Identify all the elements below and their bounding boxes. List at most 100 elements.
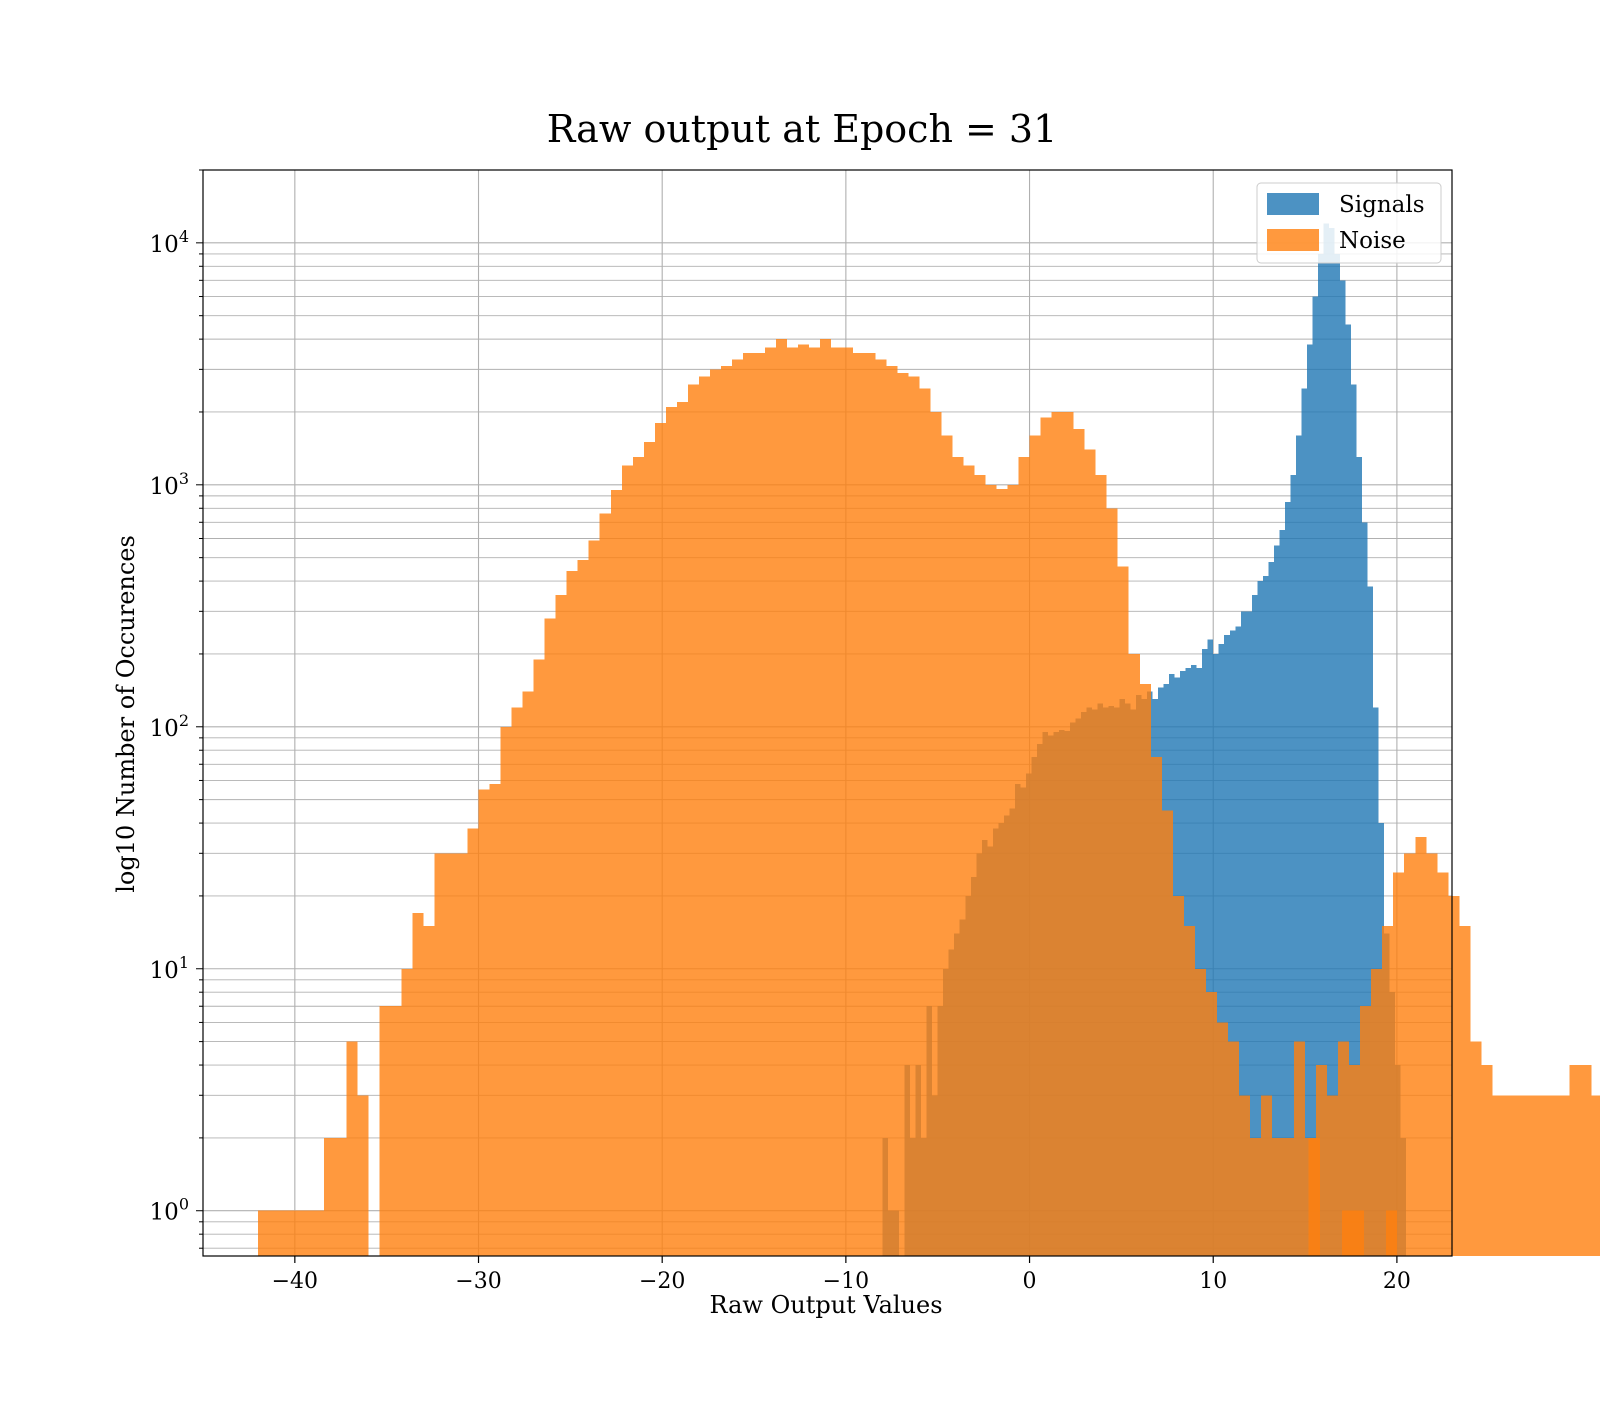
noise-bar — [1062, 411, 1074, 1257]
noise-bar — [1536, 1095, 1548, 1256]
signals-bar — [1290, 474, 1296, 1256]
noise-bar — [456, 853, 468, 1256]
noise-bar — [390, 1006, 402, 1256]
noise-bar — [1349, 1065, 1361, 1256]
signals-bar — [1251, 595, 1258, 1256]
signals-bar — [1246, 611, 1252, 1256]
noise-bar — [731, 359, 744, 1256]
noise-bar — [1194, 968, 1206, 1256]
noise-legend-label: Noise — [1339, 228, 1406, 254]
noise-bar — [1385, 1210, 1397, 1256]
noise-bar — [412, 912, 424, 1256]
noise-bar — [1271, 1137, 1284, 1256]
noise-bar — [1481, 1065, 1493, 1256]
noise-bar — [1547, 1095, 1559, 1256]
noise-bar — [1106, 508, 1118, 1256]
noise-bar — [1415, 837, 1427, 1256]
noise-bar — [1338, 1041, 1350, 1256]
signals-bar — [1306, 344, 1313, 1256]
signals-bar — [1218, 643, 1225, 1256]
signals-bar — [1361, 522, 1368, 1256]
noise-bar — [445, 853, 457, 1256]
noise-bar — [379, 1006, 391, 1256]
signals-bar — [1279, 530, 1285, 1256]
axes: −40 −30 −20 −10 0 10 20 100 101 102 103 104 — [150, 169, 1453, 1294]
y-tick-label: 100 — [150, 1195, 189, 1226]
noise-bar — [743, 353, 755, 1257]
noise-bar — [886, 365, 898, 1256]
noise-bar — [1007, 484, 1019, 1257]
y-tick-label: 101 — [150, 953, 189, 984]
noise-bar — [1216, 1022, 1228, 1256]
signals-bar — [1350, 384, 1357, 1256]
x-tick-label: −30 — [455, 1269, 501, 1294]
noise-bar — [831, 347, 843, 1256]
noise-bar — [1525, 1095, 1537, 1256]
x-tick-label: −40 — [272, 1269, 318, 1294]
noise-bar — [599, 513, 611, 1256]
noise-bar — [621, 465, 633, 1256]
noise-bar — [1591, 1095, 1600, 1256]
noise-bar — [467, 828, 479, 1256]
noise-bar — [357, 1095, 369, 1256]
x-tick-label: −20 — [639, 1269, 685, 1294]
noise-bar — [500, 726, 512, 1256]
noise-bar — [478, 789, 490, 1256]
noise-bar — [842, 347, 854, 1256]
noise-bar — [401, 968, 413, 1256]
noise-bar — [291, 1210, 303, 1256]
signals-bar — [1207, 639, 1214, 1256]
noise-bar — [687, 384, 699, 1256]
x-tick-label: 10 — [1199, 1269, 1227, 1294]
signals-bar — [1268, 561, 1274, 1256]
signals-legend-swatch — [1267, 193, 1319, 215]
noise-bar — [555, 595, 567, 1256]
noise-bar — [820, 339, 832, 1256]
noise-bar — [1437, 872, 1449, 1256]
noise-bar — [1448, 895, 1460, 1256]
noise-bar — [709, 369, 721, 1256]
noise-bar — [1150, 757, 1162, 1256]
noise-bar — [533, 659, 545, 1256]
noise-bar — [864, 353, 876, 1257]
noise-bar — [1040, 417, 1052, 1257]
x-axis-label: Raw Output Values — [709, 1291, 942, 1319]
signals-bar — [1317, 253, 1324, 1257]
signals-bar — [1262, 575, 1269, 1256]
noise-bar — [1117, 566, 1129, 1256]
noise-bar — [1139, 684, 1151, 1256]
y-tick-label: 102 — [150, 711, 189, 742]
noise-bar — [324, 1137, 336, 1256]
signals-bar — [1213, 653, 1219, 1256]
noise-bar — [1084, 449, 1096, 1256]
noise-bar — [853, 353, 865, 1257]
noise-bar — [919, 388, 931, 1256]
noise-bar — [776, 339, 788, 1256]
signals-legend-label: Signals — [1339, 192, 1425, 218]
y-axis-label: log10 Number of Occurences — [112, 535, 140, 893]
noise-bar — [985, 484, 997, 1257]
noise-bar — [643, 442, 655, 1256]
noise-bar — [280, 1210, 292, 1256]
histogram-bars — [258, 223, 1600, 1257]
signals-bar — [1202, 648, 1208, 1256]
noise-bar — [258, 1210, 270, 1256]
signals-bar — [1301, 388, 1307, 1256]
legend: Signals Noise — [1256, 182, 1442, 264]
signals-bar — [1224, 634, 1230, 1256]
noise-bar — [908, 376, 920, 1256]
noise-bar — [974, 474, 986, 1256]
noise-bar — [1095, 474, 1107, 1256]
noise-bar — [577, 559, 589, 1256]
noise-bar — [952, 457, 964, 1257]
noise-bar — [963, 465, 975, 1256]
noise-bar — [1470, 1041, 1482, 1256]
noise-bar — [665, 406, 677, 1256]
noise-bar — [1426, 853, 1438, 1256]
noise-bar — [335, 1137, 347, 1256]
noise-bar — [698, 376, 710, 1256]
signals-bar — [1295, 435, 1302, 1256]
noise-bar — [1558, 1095, 1570, 1256]
